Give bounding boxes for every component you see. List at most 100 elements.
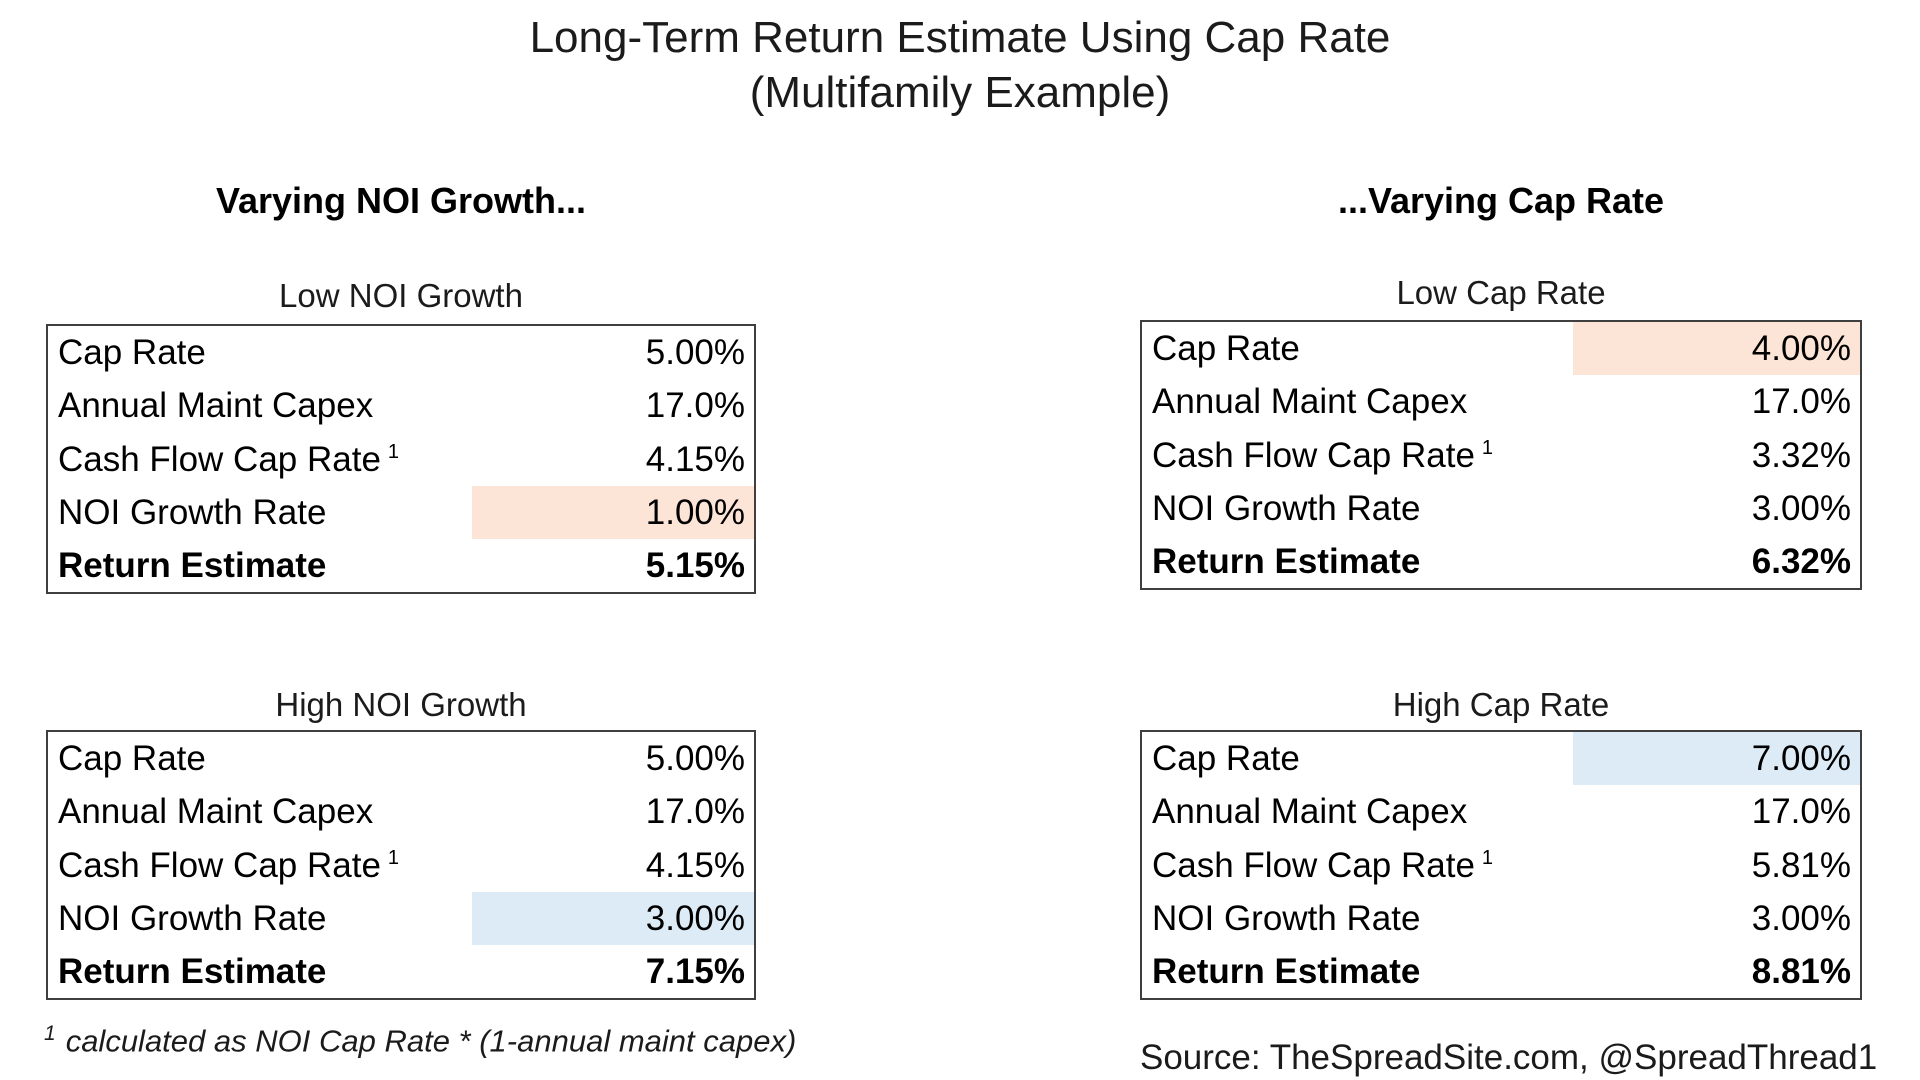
row-value: 3.00% xyxy=(1751,488,1851,528)
row-label-text: Annual Maint Capex xyxy=(58,386,374,426)
footnote-marker: 1 xyxy=(387,847,400,870)
table-low-cap-rate: Cap Rate 4.00% Annual Maint Capex 17.0% … xyxy=(1140,320,1862,590)
row-label: NOI Growth Rate xyxy=(48,486,472,539)
footnote-marker: 1 xyxy=(1481,437,1494,460)
row-label-text: Annual Maint Capex xyxy=(1152,382,1468,422)
row-label: Cash Flow Cap Rate 1 xyxy=(1142,838,1573,891)
row-label: Cash Flow Cap Rate 1 xyxy=(48,838,472,891)
row-label: Annual Maint Capex xyxy=(48,785,472,838)
row-label: Return Estimate xyxy=(1142,535,1573,588)
table-title-high-noi-growth: High NOI Growth xyxy=(275,686,527,723)
table-row: NOI Growth Rate 3.00% xyxy=(48,891,754,945)
row-label-text: Cap Rate xyxy=(58,333,206,373)
table-row: NOI Growth Rate 3.00% xyxy=(1142,482,1860,535)
row-value: 5.81% xyxy=(1751,845,1851,885)
row-value-highlighted: 7.00% xyxy=(1572,732,1860,786)
table-row-total: Return Estimate 6.32% xyxy=(1142,535,1860,588)
row-label: Cash Flow Cap Rate 1 xyxy=(48,432,472,485)
page-title-line1: Long-Term Return Estimate Using Cap Rate xyxy=(529,13,1391,62)
section-header-varying-noi-growth: Varying NOI Growth... xyxy=(215,180,587,221)
table-title-low-cap-rate: Low Cap Rate xyxy=(1396,274,1606,311)
row-label-text: Cash Flow Cap Rate xyxy=(58,439,381,479)
row-label-text: NOI Growth Rate xyxy=(1152,488,1421,528)
table-row: Annual Maint Capex 17.0% xyxy=(1142,375,1860,428)
row-label-text: Annual Maint Capex xyxy=(1152,792,1468,832)
row-value: 17.0% xyxy=(645,386,745,426)
row-label: Annual Maint Capex xyxy=(1142,375,1573,428)
row-label: Cash Flow Cap Rate 1 xyxy=(1142,428,1573,481)
row-value: 5.15% xyxy=(645,545,745,585)
row-label: NOI Growth Rate xyxy=(48,892,472,945)
table-row-total: Return Estimate 7.15% xyxy=(48,945,754,998)
row-label: Annual Maint Capex xyxy=(1142,785,1573,838)
row-label-text: Return Estimate xyxy=(1152,951,1421,991)
row-label-text: NOI Growth Rate xyxy=(58,492,327,532)
table-row: Cap Rate 7.00% xyxy=(1142,732,1860,786)
table-row-total: Return Estimate 8.81% xyxy=(1142,945,1860,998)
row-label: Return Estimate xyxy=(1142,945,1573,998)
table-row: Cap Rate 5.00% xyxy=(48,732,754,785)
row-label-text: Cash Flow Cap Rate xyxy=(1152,845,1475,885)
table-high-cap-rate: Cap Rate 7.00% Annual Maint Capex 17.0% … xyxy=(1140,730,1862,1000)
row-label: Annual Maint Capex xyxy=(48,379,472,432)
row-value: 4.15% xyxy=(645,439,745,479)
row-value: 8.81% xyxy=(1751,951,1851,991)
row-value: 5.00% xyxy=(645,333,745,373)
row-value: 3.00% xyxy=(1751,898,1851,938)
footnote-marker: 1 xyxy=(1481,847,1494,870)
table-row: NOI Growth Rate 1.00% xyxy=(48,485,754,539)
row-value: 3.32% xyxy=(1751,435,1851,475)
table-row: Annual Maint Capex 17.0% xyxy=(48,785,754,838)
table-row: Cash Flow Cap Rate 1 5.81% xyxy=(1142,838,1860,891)
row-label-text: Annual Maint Capex xyxy=(58,792,374,832)
row-label: Return Estimate xyxy=(48,539,472,592)
page-title: Long-Term Return Estimate Using Cap Rate… xyxy=(0,10,1920,120)
table-row: Annual Maint Capex 17.0% xyxy=(48,379,754,432)
footnote-marker: 1 xyxy=(387,441,400,464)
table-row-total: Return Estimate 5.15% xyxy=(48,539,754,592)
row-label: Cap Rate xyxy=(48,326,472,379)
footnote-text: calculated as NOI Cap Rate * (1-annual m… xyxy=(65,1023,797,1059)
row-label-text: Cap Rate xyxy=(1152,329,1300,369)
row-label-text: Return Estimate xyxy=(1152,541,1421,581)
footnote: 1 calculated as NOI Cap Rate * (1-annual … xyxy=(44,1022,796,1059)
table-row: NOI Growth Rate 3.00% xyxy=(1142,892,1860,945)
row-value-highlighted: 4.00% xyxy=(1572,322,1860,376)
row-value-highlighted: 3.00% xyxy=(471,891,754,945)
table-row: Cap Rate 4.00% xyxy=(1142,322,1860,376)
row-label: NOI Growth Rate xyxy=(1142,482,1573,535)
row-label: Cap Rate xyxy=(48,732,472,785)
row-label: Cap Rate xyxy=(1142,732,1573,785)
table-row: Cash Flow Cap Rate 1 3.32% xyxy=(1142,428,1860,481)
row-value: 17.0% xyxy=(1751,792,1851,832)
page-title-line2: (Multifamily Example) xyxy=(749,68,1171,117)
table-row: Annual Maint Capex 17.0% xyxy=(1142,785,1860,838)
row-label-text: NOI Growth Rate xyxy=(58,898,327,938)
table-row: Cash Flow Cap Rate 1 4.15% xyxy=(48,838,754,891)
row-value: 6.32% xyxy=(1751,541,1851,581)
row-label-text: Cap Rate xyxy=(58,739,206,779)
table-row: Cash Flow Cap Rate 1 4.15% xyxy=(48,432,754,485)
row-label: NOI Growth Rate xyxy=(1142,892,1573,945)
table-title-low-noi-growth: Low NOI Growth xyxy=(279,277,523,314)
row-label-text: Cash Flow Cap Rate xyxy=(58,845,381,885)
row-value: 17.0% xyxy=(645,792,745,832)
row-label-text: Return Estimate xyxy=(58,951,327,991)
row-label-text: Return Estimate xyxy=(58,545,327,585)
row-value: 17.0% xyxy=(1751,382,1851,422)
row-value-highlighted: 1.00% xyxy=(471,485,754,539)
row-label: Return Estimate xyxy=(48,945,472,998)
section-header-varying-cap-rate: ...Varying Cap Rate xyxy=(1337,180,1665,221)
row-value: 7.15% xyxy=(645,951,745,991)
row-value: 4.15% xyxy=(645,845,745,885)
table-high-noi-growth: Cap Rate 5.00% Annual Maint Capex 17.0% … xyxy=(46,730,756,1000)
table-low-noi-growth: Cap Rate 5.00% Annual Maint Capex 17.0% … xyxy=(46,324,756,594)
footnote-marker: 1 xyxy=(44,1022,56,1045)
row-value: 5.00% xyxy=(645,739,745,779)
row-label-text: NOI Growth Rate xyxy=(1152,898,1421,938)
table-title-high-cap-rate: High Cap Rate xyxy=(1392,686,1610,723)
source-attribution: Source: TheSpreadSite.com, @SpreadThread… xyxy=(1140,1038,1878,1077)
row-label-text: Cash Flow Cap Rate xyxy=(1152,435,1475,475)
row-label: Cap Rate xyxy=(1142,322,1573,375)
table-row: Cap Rate 5.00% xyxy=(48,326,754,379)
